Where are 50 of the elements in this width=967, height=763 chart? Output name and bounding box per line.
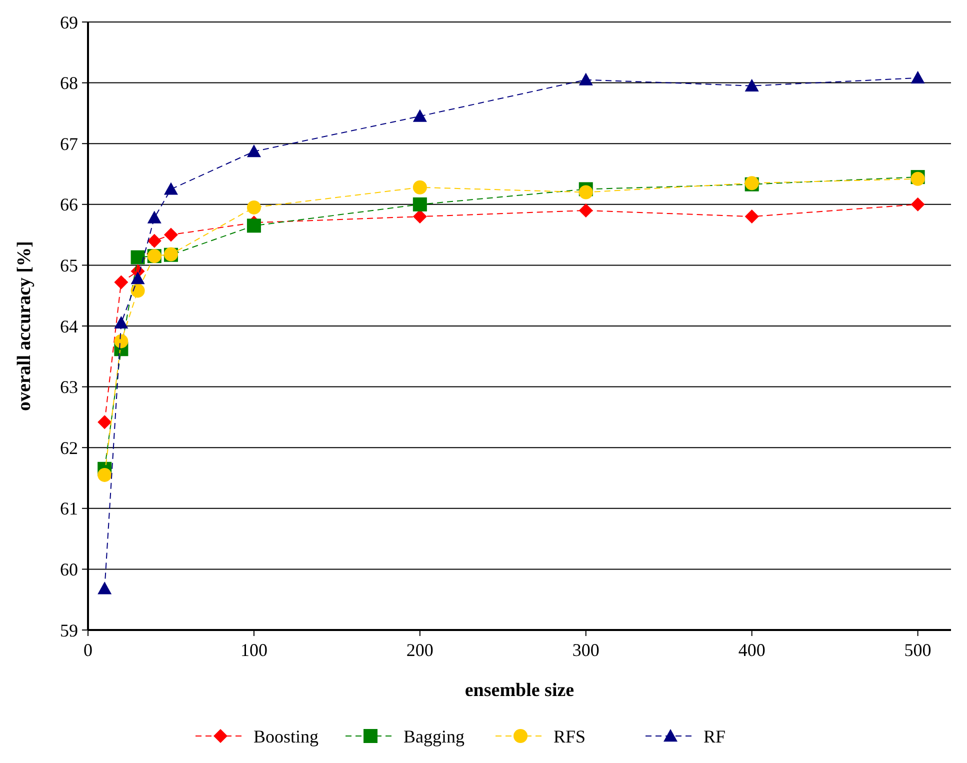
y-tick-label: 64 (60, 316, 78, 336)
point (164, 182, 178, 195)
y-tick-label: 60 (60, 560, 78, 580)
x-axis-title: ensemble size (464, 680, 574, 701)
point (910, 197, 925, 212)
point (578, 185, 593, 200)
point (910, 70, 925, 84)
x-tick-label: 200 (406, 640, 434, 660)
point (114, 334, 128, 348)
x-tick-label: 400 (738, 640, 766, 660)
y-tick-label: 66 (60, 194, 78, 215)
point (114, 275, 128, 290)
x-tick-label: 0 (84, 640, 92, 660)
point (130, 272, 145, 284)
y-tick-label: 59 (60, 620, 78, 640)
y-tick-label: 62 (60, 438, 78, 458)
point (164, 228, 178, 242)
point (412, 210, 427, 224)
point (147, 210, 162, 224)
point (578, 72, 593, 86)
x-tick-label: 100 (240, 640, 268, 660)
point (246, 200, 261, 214)
point (412, 180, 427, 194)
point (98, 582, 112, 594)
x-tick-label: 500 (904, 640, 932, 660)
point (744, 210, 759, 224)
y-axis-title: overall accuracy [%] (14, 241, 35, 411)
x-tick-label: 300 (572, 640, 600, 660)
point (130, 250, 145, 264)
legend-label: RF (704, 726, 726, 746)
point (98, 415, 112, 430)
legend-label: Boosting (254, 726, 319, 746)
y-tick-label: 63 (60, 377, 78, 398)
point (246, 144, 261, 158)
legend-label: RFS (554, 726, 586, 746)
point (130, 284, 145, 298)
y-tick-label: 69 (60, 12, 78, 32)
point (578, 203, 593, 218)
point (98, 468, 112, 482)
y-tick-label: 65 (60, 256, 78, 276)
legend-label: Bagging (404, 726, 464, 746)
y-tick-label: 61 (60, 498, 78, 519)
point (744, 78, 759, 92)
point (412, 197, 427, 212)
point (147, 234, 162, 248)
y-tick-label: 68 (60, 73, 78, 94)
point (246, 218, 261, 233)
point (412, 109, 427, 122)
point (114, 316, 128, 329)
y-tick-label: 67 (60, 134, 78, 154)
